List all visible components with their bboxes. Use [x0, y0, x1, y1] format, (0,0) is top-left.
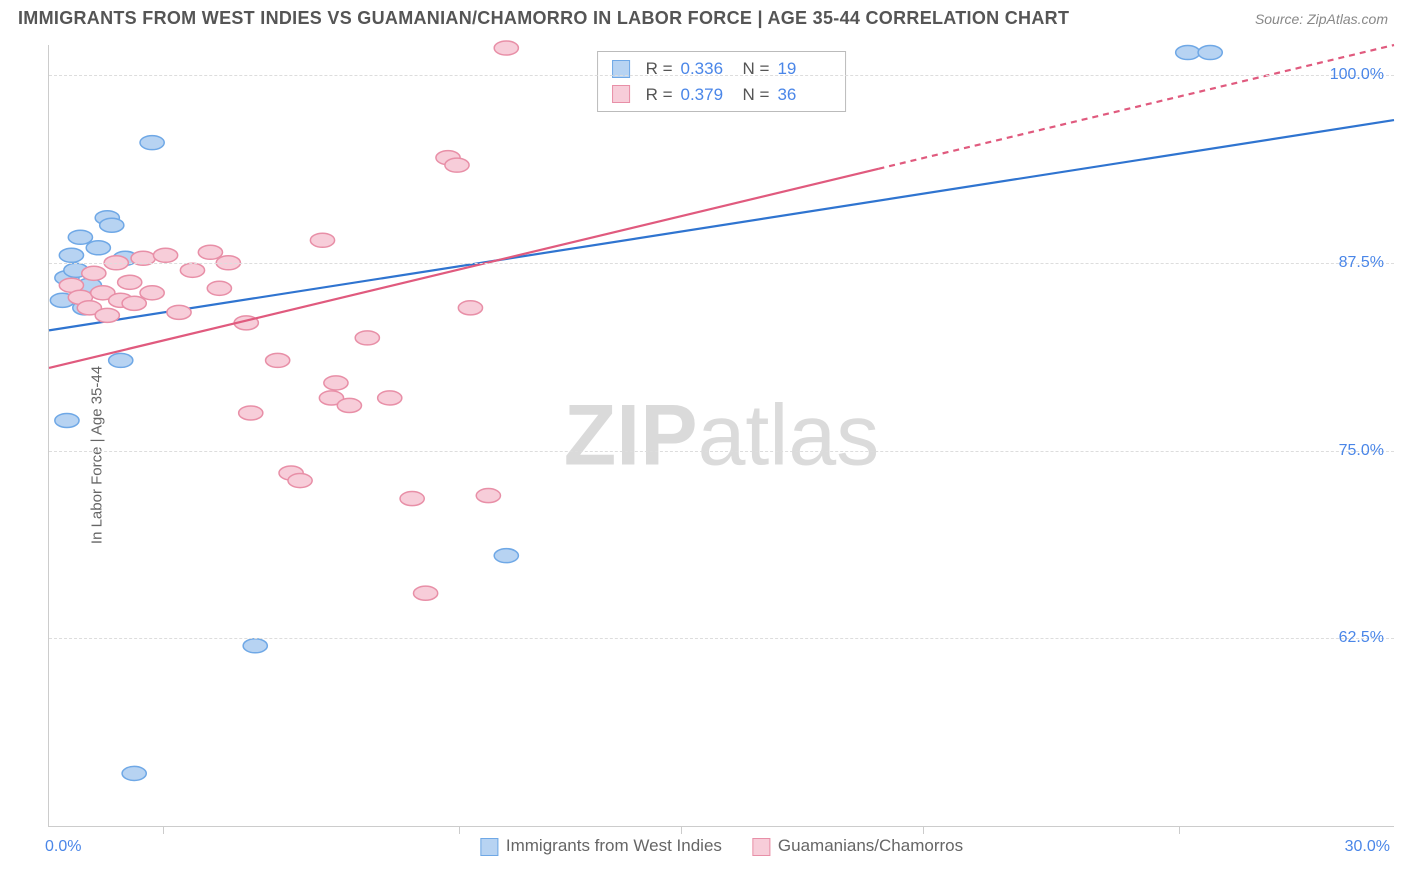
data-point [153, 248, 177, 262]
data-point [180, 263, 204, 277]
data-point [266, 353, 290, 367]
data-point [400, 492, 424, 506]
x-max-label: 30.0% [1345, 838, 1390, 856]
source-attribution: Source: ZipAtlas.com [1255, 11, 1388, 27]
data-point [243, 639, 267, 653]
data-point [198, 245, 222, 259]
stats-legend-box: R = 0.336 N = 19 R = 0.379 N = 36 [597, 51, 847, 112]
data-point [413, 586, 437, 600]
legend-item-1: Immigrants from West Indies [480, 836, 722, 856]
x-tick [923, 826, 924, 834]
swatch-series-2 [612, 85, 630, 103]
data-point [207, 281, 231, 295]
gridline [49, 263, 1394, 264]
data-point [140, 136, 164, 150]
legend-swatch-2 [752, 838, 770, 856]
gridline [49, 638, 1394, 639]
data-point [59, 248, 83, 262]
stats-row-series-1: R = 0.336 N = 19 [612, 56, 832, 82]
data-point [476, 489, 500, 503]
data-point [355, 331, 379, 345]
data-point [82, 266, 106, 280]
data-point [239, 406, 263, 420]
trend-line-solid [49, 169, 878, 368]
data-point [1198, 45, 1222, 59]
stat-n-value-1: 19 [777, 56, 831, 82]
x-min-label: 0.0% [45, 838, 81, 856]
gridline [49, 451, 1394, 452]
data-point [140, 286, 164, 300]
y-tick-label: 100.0% [1330, 66, 1384, 84]
data-point [122, 766, 146, 780]
data-point [95, 308, 119, 322]
stat-n-label: N = [743, 56, 770, 82]
x-axis-legend: Immigrants from West Indies Guamanians/C… [480, 836, 963, 856]
data-point [378, 391, 402, 405]
stat-r-label: R = [646, 82, 673, 108]
legend-item-2: Guamanians/Chamorros [752, 836, 963, 856]
data-point [86, 241, 110, 255]
data-point [494, 549, 518, 563]
stat-r-label: R = [646, 56, 673, 82]
x-tick [1179, 826, 1180, 834]
data-point [288, 474, 312, 488]
trend-line-dashed [878, 45, 1394, 169]
data-point [118, 275, 142, 289]
data-point [458, 301, 482, 315]
stat-n-value-2: 36 [777, 82, 831, 108]
plot-wrap: In Labor Force | Age 35-44 ZIPatlas R = … [0, 35, 1406, 875]
stats-row-series-2: R = 0.379 N = 36 [612, 82, 832, 108]
data-point [1176, 45, 1200, 59]
stat-r-value-1: 0.336 [681, 56, 735, 82]
stat-n-label: N = [743, 82, 770, 108]
chart-title: IMMIGRANTS FROM WEST INDIES VS GUAMANIAN… [18, 8, 1069, 29]
data-point [100, 218, 124, 232]
y-tick-label: 87.5% [1339, 254, 1384, 272]
trend-line [49, 120, 1394, 330]
data-point [167, 305, 191, 319]
x-tick [681, 826, 682, 834]
chart-svg [49, 45, 1394, 826]
data-point [68, 230, 92, 244]
y-tick-label: 62.5% [1339, 629, 1384, 647]
data-point [55, 413, 79, 427]
data-point [122, 296, 146, 310]
data-point [337, 398, 361, 412]
legend-label-2: Guamanians/Chamorros [778, 836, 963, 855]
y-tick-label: 75.0% [1339, 442, 1384, 460]
x-tick [459, 826, 460, 834]
data-point [324, 376, 348, 390]
legend-swatch-1 [480, 838, 498, 856]
stat-r-value-2: 0.379 [681, 82, 735, 108]
data-point [310, 233, 334, 247]
plot-area: ZIPatlas R = 0.336 N = 19 R = 0.379 N = … [48, 45, 1394, 827]
legend-label-1: Immigrants from West Indies [506, 836, 722, 855]
title-bar: IMMIGRANTS FROM WEST INDIES VS GUAMANIAN… [0, 0, 1406, 35]
gridline [49, 75, 1394, 76]
x-tick [163, 826, 164, 834]
data-point [109, 353, 133, 367]
data-point [494, 41, 518, 55]
data-point [445, 158, 469, 172]
